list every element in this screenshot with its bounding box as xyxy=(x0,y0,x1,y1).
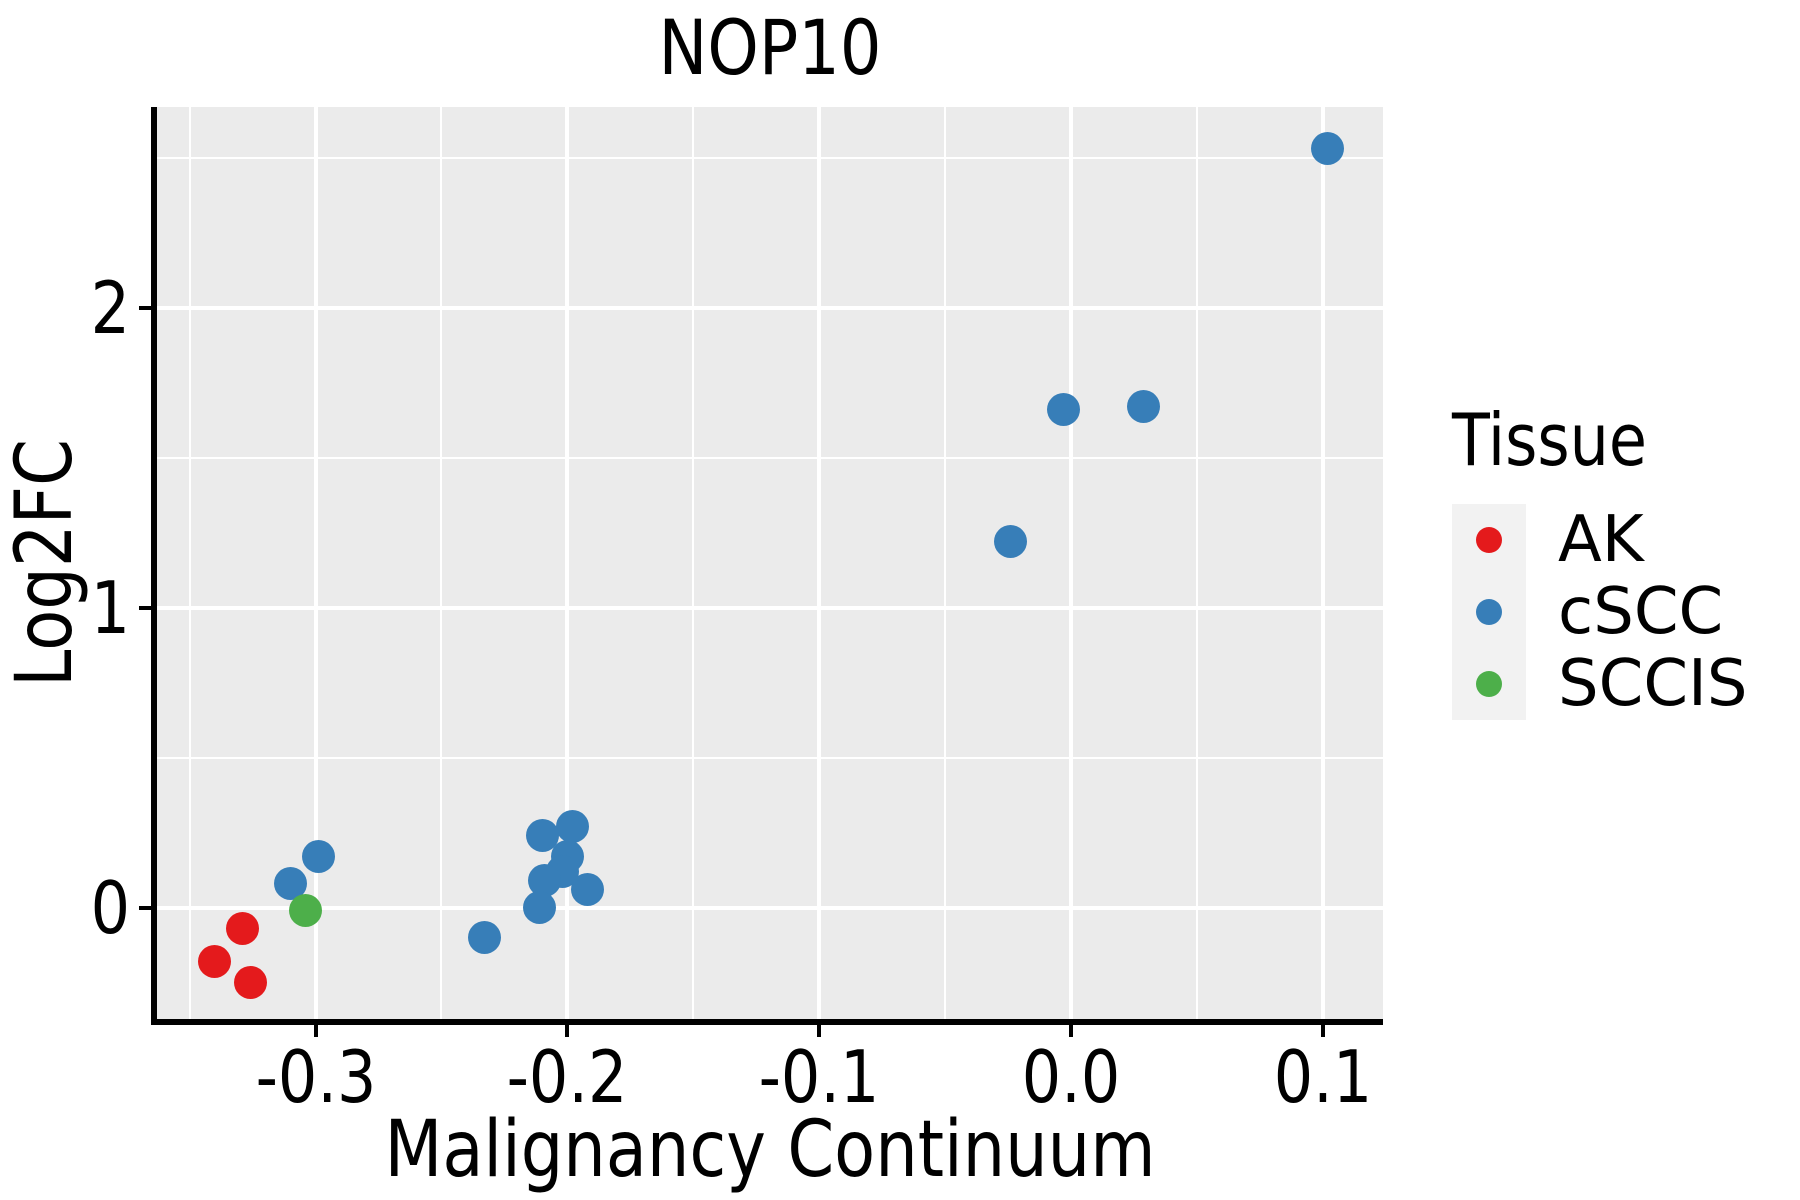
major-gridline-y xyxy=(157,305,1383,310)
y-axis-title: Log2FC xyxy=(0,439,90,687)
major-gridline-y xyxy=(157,605,1383,610)
data-point-cSCC xyxy=(1311,132,1345,166)
plot-panel xyxy=(157,107,1383,1019)
legend-title: Tissue xyxy=(1452,398,1647,482)
x-axis-line xyxy=(151,1019,1383,1025)
y-axis-line xyxy=(151,107,157,1025)
data-point-cSCC xyxy=(570,873,604,907)
x-axis-title: Malignancy Continuum xyxy=(384,1105,1156,1195)
data-point-cSCC xyxy=(1046,393,1080,427)
legend-swatch-AK xyxy=(1476,527,1502,553)
minor-gridline-y xyxy=(157,156,1383,159)
major-gridline-x xyxy=(1068,107,1073,1019)
data-point-cSCC xyxy=(1127,390,1161,424)
y-tick xyxy=(139,905,151,910)
y-tick-label: 2 xyxy=(90,265,130,350)
legend-swatch-cSCC xyxy=(1476,599,1502,625)
y-tick-label: 1 xyxy=(90,565,130,650)
x-tick xyxy=(1068,1025,1073,1037)
x-tick-label: -0.3 xyxy=(255,1035,376,1119)
legend-label-SCCIS: SCCIS xyxy=(1558,647,1748,721)
legend-label-AK: AK xyxy=(1558,503,1644,577)
data-point-cSCC xyxy=(301,840,335,874)
x-tick xyxy=(817,1025,822,1037)
y-tick xyxy=(139,305,151,310)
plot-title: NOP10 xyxy=(658,3,882,92)
x-tick xyxy=(313,1025,318,1037)
data-point-SCCIS xyxy=(289,894,323,928)
data-point-AK xyxy=(226,912,260,946)
major-gridline-x xyxy=(817,107,822,1019)
major-gridline-x xyxy=(565,107,570,1019)
data-point-cSCC xyxy=(993,525,1027,559)
x-tick-label: 0.1 xyxy=(1273,1035,1372,1119)
data-point-AK xyxy=(233,966,267,1000)
major-gridline-x xyxy=(1320,107,1325,1019)
minor-gridline-x xyxy=(188,107,191,1019)
data-point-cSCC xyxy=(467,921,501,955)
legend-label-cSCC: cSCC xyxy=(1558,575,1724,649)
x-tick-label: -0.2 xyxy=(506,1035,628,1119)
x-tick-label: 0.0 xyxy=(1021,1035,1121,1119)
minor-gridline-x xyxy=(943,107,946,1019)
y-tick-label: 0 xyxy=(90,865,130,950)
major-gridline-x xyxy=(313,107,318,1019)
minor-gridline-x xyxy=(440,107,443,1019)
major-gridline-y xyxy=(157,905,1383,910)
x-tick xyxy=(1320,1025,1325,1037)
minor-gridline-x xyxy=(692,107,695,1019)
data-point-cSCC xyxy=(523,891,557,925)
minor-gridline-x xyxy=(1195,107,1198,1019)
y-tick xyxy=(139,605,151,610)
x-tick xyxy=(565,1025,570,1037)
data-point-cSCC xyxy=(555,810,589,844)
x-tick-label: -0.1 xyxy=(758,1035,880,1119)
legend-swatch-SCCIS xyxy=(1476,671,1502,697)
minor-gridline-y xyxy=(157,756,1383,759)
minor-gridline-y xyxy=(157,456,1383,459)
data-point-AK xyxy=(198,945,232,979)
